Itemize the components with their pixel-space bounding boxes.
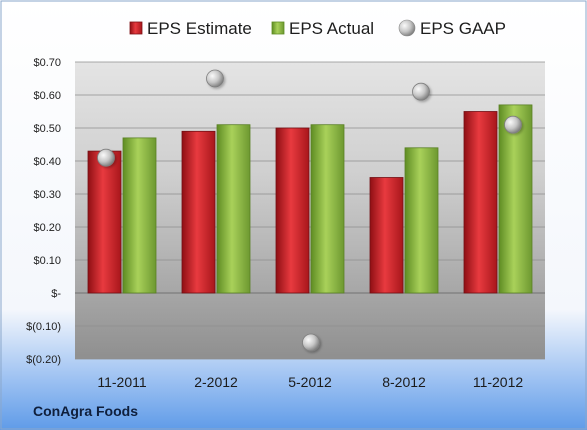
legend-label-actual: EPS Actual — [289, 19, 374, 38]
legend-label-gaap: EPS GAAP — [420, 19, 506, 38]
x-tick-label-2: 5-2012 — [288, 374, 332, 390]
bar-actual-0 — [122, 137, 157, 294]
legend-item-gaap: EPS GAAP — [398, 19, 506, 38]
point-gaap-3 — [412, 82, 430, 101]
y-tick-label-2: $0.50 — [33, 123, 61, 135]
bar-estimate-4 — [463, 111, 498, 294]
bars-layer — [87, 104, 533, 294]
point-gaap-2 — [302, 333, 320, 352]
y-tick-label-0: $0.70 — [33, 57, 61, 69]
bar-estimate-0 — [87, 150, 122, 294]
y-axis-ticks: $0.70 $0.60 $0.50 $0.40 $0.30 $0.20 $0.10 $- $(0… — [26, 57, 61, 366]
y-tick-label-7: $- — [51, 288, 61, 300]
point-gaap-1 — [206, 69, 224, 88]
bar-actual-2 — [310, 124, 345, 294]
y-tick-label-6: $0.10 — [33, 255, 61, 267]
y-tick-label-8: $(0.10) — [26, 321, 61, 333]
bar-estimate-3 — [369, 177, 404, 294]
y-tick-label-5: $0.20 — [33, 222, 61, 234]
x-axis-ticks: 11-2011 2-2012 5-2012 8-2012 11-2012 — [97, 374, 523, 390]
x-tick-label-1: 2-2012 — [194, 374, 238, 390]
bar-estimate-1 — [181, 130, 216, 294]
legend: EPS Estimate EPS Actual EPS GAAP — [129, 19, 506, 38]
scatter-layer — [97, 69, 522, 352]
legend-item-actual: EPS Actual — [271, 19, 374, 38]
point-gaap-0 — [97, 148, 115, 167]
y-tick-label-4: $0.30 — [33, 189, 61, 201]
y-tick-label-9: $(0.20) — [26, 354, 61, 366]
x-tick-label-4: 11-2012 — [473, 374, 524, 390]
x-tick-label-0: 11-2011 — [97, 374, 147, 390]
legend-swatch-estimate — [129, 21, 143, 35]
y-tick-label-1: $0.60 — [33, 90, 61, 102]
x-tick-label-3: 8-2012 — [382, 374, 426, 390]
bar-actual-3 — [404, 147, 439, 294]
bar-actual-4 — [498, 104, 533, 294]
y-tick-label-3: $0.40 — [33, 156, 61, 168]
point-gaap-4 — [504, 115, 522, 134]
bar-actual-1 — [216, 124, 251, 294]
legend-swatch-actual — [271, 21, 285, 35]
legend-item-estimate: EPS Estimate — [129, 19, 252, 38]
legend-label-estimate: EPS Estimate — [147, 19, 252, 38]
company-label: ConAgra Foods — [33, 403, 138, 419]
legend-swatch-gaap — [398, 19, 416, 37]
bar-estimate-2 — [275, 127, 310, 294]
